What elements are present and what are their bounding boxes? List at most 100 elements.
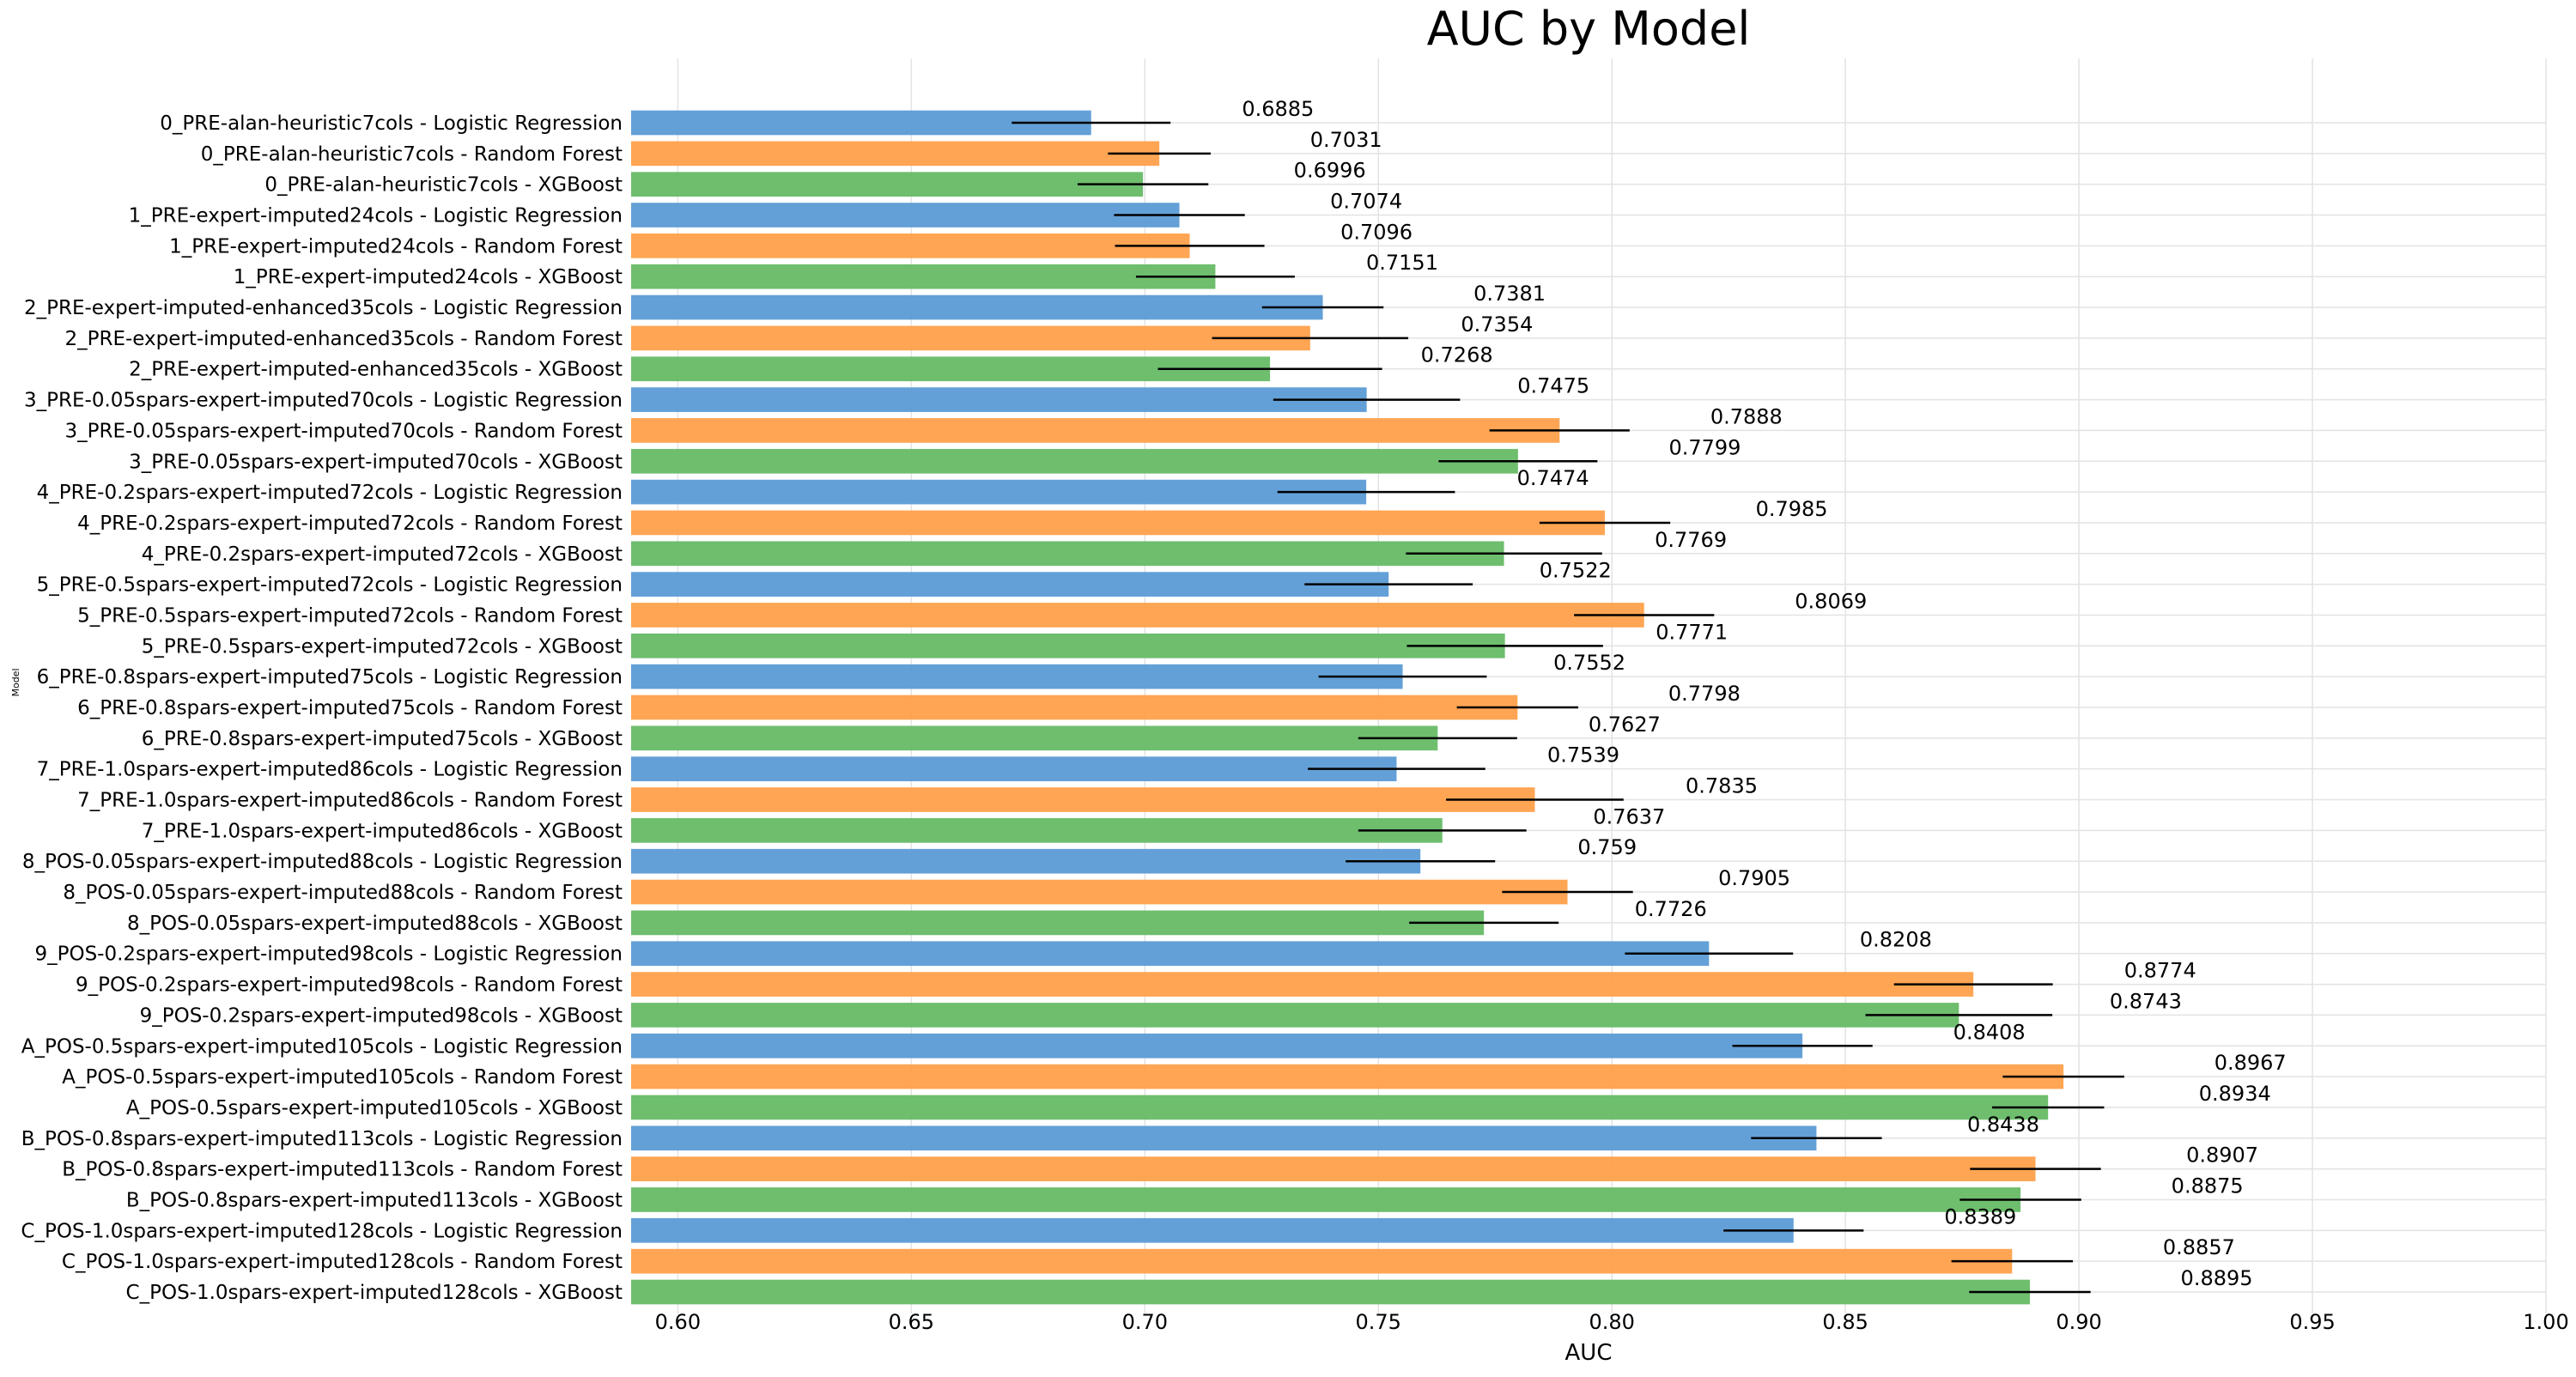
value-label: 0.7627 [1589, 713, 1661, 737]
value-label: 0.8743 [2110, 989, 2182, 1013]
category-label: 3_PRE-0.05spars-expert-imputed70cols - L… [24, 390, 623, 412]
bar [631, 1156, 2036, 1181]
bar [631, 818, 1443, 843]
bar [631, 603, 1644, 628]
category-label: C_POS-1.0spars-expert-imputed128cols - L… [21, 1220, 623, 1242]
value-label: 0.8774 [2124, 959, 2196, 983]
bar-layer [631, 110, 2124, 1305]
value-label: 0.7381 [1473, 282, 1546, 306]
bar [631, 234, 1190, 258]
value-label: 0.8389 [1944, 1204, 2016, 1228]
category-label: 9_POS-0.2spars-expert-imputed98cols - Lo… [34, 943, 623, 966]
category-label: 5_PRE-0.5spars-expert-imputed72cols - Ra… [77, 604, 623, 627]
value-label: 0.759 [1577, 835, 1637, 859]
category-label: 4_PRE-0.2spars-expert-imputed72cols - Ra… [77, 513, 623, 535]
bar [631, 941, 1710, 967]
bar [631, 1279, 2030, 1305]
bar [631, 541, 1504, 567]
value-label: 0.7799 [1668, 435, 1741, 459]
bar [631, 1248, 2013, 1274]
bar [631, 172, 1144, 197]
bar [631, 848, 1421, 874]
value-label: 0.7354 [1461, 312, 1533, 337]
category-label: 4_PRE-0.2spars-expert-imputed72cols - Lo… [37, 482, 623, 504]
bar [631, 448, 1518, 474]
bar [631, 633, 1505, 658]
category-label: 2_PRE-expert-imputed-enhanced35cols - Ra… [64, 328, 623, 350]
category-label: 6_PRE-0.8spars-expert-imputed75cols - XG… [142, 728, 623, 750]
bar [631, 510, 1606, 536]
category-label: 0_PRE-alan-heuristic7cols - Logistic Reg… [160, 112, 623, 135]
bar [631, 1003, 1959, 1028]
bar [631, 756, 1397, 782]
category-label: B_POS-0.8spars-expert-imputed113cols - R… [62, 1159, 623, 1181]
value-label: 0.8875 [2172, 1174, 2244, 1198]
bar [631, 1125, 1817, 1151]
value-label: 0.7151 [1366, 251, 1438, 275]
category-label: 9_POS-0.2spars-expert-imputed98cols - Ra… [76, 974, 623, 997]
x-axis-label: AUC [1565, 1340, 1613, 1366]
category-label: 7_PRE-1.0spars-expert-imputed86cols - Lo… [37, 759, 623, 781]
bar [631, 1187, 2021, 1212]
bar [631, 787, 1535, 812]
category-label: 5_PRE-0.5spars-expert-imputed72cols - XG… [142, 635, 623, 658]
bar [631, 664, 1403, 689]
bar [631, 1033, 1803, 1059]
value-label: 0.8907 [2186, 1143, 2258, 1168]
value-label: 0.7474 [1517, 466, 1589, 490]
value-label: 0.7552 [1553, 651, 1625, 675]
value-label: 0.7074 [1330, 190, 1402, 214]
value-label: 0.6996 [1294, 159, 1366, 183]
x-tick-label: 0.80 [1589, 1310, 1634, 1334]
category-label: 7_PRE-1.0spars-expert-imputed86cols - Ra… [77, 790, 623, 812]
category-label: 6_PRE-0.8spars-expert-imputed75cols - Ra… [77, 697, 623, 719]
value-label: 0.7985 [1756, 497, 1828, 521]
bar [631, 1064, 2064, 1089]
x-tick-label: 0.95 [2289, 1310, 2335, 1334]
category-label: 2_PRE-expert-imputed-enhanced35cols - Lo… [24, 297, 623, 319]
x-tick-label: 0.70 [1122, 1310, 1168, 1334]
bar [631, 725, 1438, 751]
bar [631, 294, 1323, 320]
x-tick-label: 0.65 [889, 1310, 934, 1334]
category-label: 1_PRE-expert-imputed24cols - Logistic Re… [129, 205, 623, 227]
category-label: 4_PRE-0.2spars-expert-imputed72cols - XG… [142, 543, 623, 566]
value-label: 0.7539 [1547, 743, 1619, 767]
bar [631, 418, 1560, 443]
x-tick-label: 0.60 [655, 1310, 701, 1334]
category-label: A_POS-0.5spars-expert-imputed105cols - L… [21, 1035, 623, 1058]
y-axis-label: Model [10, 668, 21, 696]
category-label: 7_PRE-1.0spars-expert-imputed86cols - XG… [142, 820, 623, 842]
x-tick-label: 0.85 [1822, 1310, 1868, 1334]
bar [631, 1217, 1794, 1243]
category-label: 8_POS-0.05spars-expert-imputed88cols - R… [63, 882, 623, 904]
category-label: 0_PRE-alan-heuristic7cols - XGBoost [264, 174, 623, 197]
value-label: 0.7835 [1686, 774, 1758, 798]
category-label: 3_PRE-0.05spars-expert-imputed70cols - R… [65, 420, 623, 442]
value-label: 0.8934 [2199, 1082, 2271, 1106]
bar [631, 695, 1518, 720]
bar [631, 325, 1310, 351]
category-label: 3_PRE-0.05spars-expert-imputed70cols - X… [129, 451, 623, 473]
category-label: C_POS-1.0spars-expert-imputed128cols - R… [62, 1251, 623, 1273]
category-label: A_POS-0.5spars-expert-imputed105cols - R… [62, 1066, 623, 1089]
value-label: 0.7475 [1517, 374, 1589, 398]
category-label: 0_PRE-alan-heuristic7cols - Random Fores… [201, 143, 623, 166]
value-label: 0.7096 [1340, 220, 1413, 244]
category-label: 1_PRE-expert-imputed24cols - XGBoost [234, 266, 623, 288]
x-tick-label: 0.90 [2056, 1310, 2101, 1334]
bar [631, 141, 1160, 167]
value-label: 0.8408 [1953, 1020, 2026, 1044]
value-label: 0.8857 [2163, 1235, 2235, 1259]
label-layer: 0.60 0.65 0.70 0.75 0.80 0.85 0.90 0.95 1.00 0.68… [21, 97, 2568, 1334]
x-tick-label: 1.00 [2523, 1310, 2568, 1334]
value-label: 0.7888 [1710, 404, 1783, 428]
category-label: 6_PRE-0.8spars-expert-imputed75cols - Lo… [37, 666, 623, 688]
value-label: 0.7031 [1310, 128, 1382, 152]
value-label: 0.7905 [1718, 866, 1790, 890]
value-label: 0.6885 [1242, 97, 1314, 121]
category-label: 8_POS-0.05spars-expert-imputed88cols - L… [22, 851, 623, 873]
value-label: 0.8069 [1795, 589, 1867, 613]
value-label: 0.7522 [1540, 559, 1612, 583]
value-label: 0.8438 [1967, 1113, 2039, 1137]
